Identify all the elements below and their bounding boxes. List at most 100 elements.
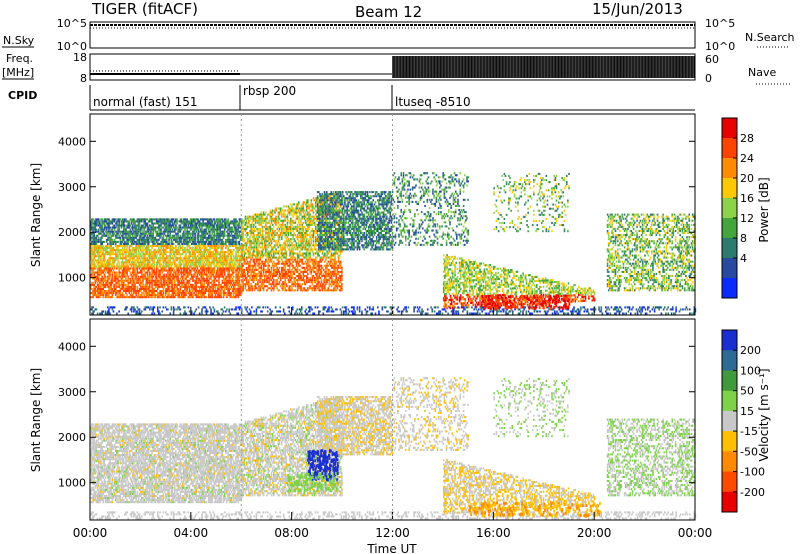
power-cell	[209, 251, 211, 254]
power-cell	[195, 222, 198, 225]
power-cell	[96, 287, 99, 290]
power-cell	[181, 236, 184, 239]
power-cell	[146, 238, 149, 241]
power-cell	[152, 253, 154, 256]
power-cell	[128, 251, 131, 254]
power-cell	[100, 292, 102, 295]
power-cell	[93, 292, 96, 295]
power-cell	[227, 251, 229, 254]
power-cell	[248, 252, 250, 255]
power-cell	[193, 287, 195, 290]
power-cell	[108, 226, 110, 229]
power-cell	[206, 273, 209, 276]
power-cell	[220, 238, 223, 241]
power-cell	[232, 249, 235, 252]
power-cell	[131, 218, 134, 221]
power-cell	[142, 218, 144, 221]
power-cell	[259, 277, 261, 280]
power-cell	[258, 266, 260, 269]
power-cell	[243, 219, 246, 222]
power-cell	[203, 267, 206, 270]
power-cell	[135, 265, 137, 268]
power-cell	[207, 294, 210, 297]
power-cell	[158, 244, 160, 248]
power-cell	[105, 220, 108, 223]
power-cell	[200, 234, 202, 237]
power-cell	[218, 253, 220, 256]
power-cell	[237, 271, 240, 274]
power-cell	[111, 273, 114, 276]
power-cell	[263, 252, 266, 255]
power-cell	[255, 234, 258, 237]
power-cell	[171, 263, 174, 266]
power-cell	[239, 255, 242, 258]
power-cell	[189, 283, 192, 286]
power-cell	[220, 257, 223, 260]
power-cell	[126, 226, 128, 229]
power-cell	[100, 238, 102, 241]
power-cell	[201, 269, 203, 272]
power-cell	[250, 244, 252, 247]
power-cell	[211, 238, 213, 241]
power-cell	[169, 247, 172, 250]
power-cell	[153, 273, 156, 276]
power-cell	[116, 273, 118, 276]
power-cell	[194, 226, 196, 229]
power-cell	[101, 220, 103, 223]
power-cell	[130, 222, 133, 225]
power-cell	[210, 220, 212, 223]
power-cell	[239, 269, 242, 272]
power-cell	[124, 296, 126, 299]
power-cell	[221, 230, 224, 233]
power-cell	[187, 275, 190, 278]
power-cell	[246, 274, 249, 278]
power-cell	[152, 218, 154, 221]
power-cell	[194, 222, 196, 225]
power-cell	[262, 287, 265, 290]
power-cell	[109, 259, 111, 262]
power-cell	[161, 257, 164, 260]
power-cell	[135, 253, 137, 256]
power-cell	[238, 292, 241, 295]
power-cell	[188, 238, 191, 241]
power-cell	[141, 285, 143, 288]
power-cell	[252, 274, 255, 278]
power-cell	[121, 263, 124, 266]
power-cell	[153, 218, 156, 221]
power-cell	[173, 279, 176, 282]
power-cell	[91, 218, 93, 221]
power-cell	[213, 234, 216, 237]
power-cell	[109, 249, 111, 252]
power-cell	[188, 255, 191, 258]
power-cell	[148, 294, 151, 297]
power-cell	[269, 260, 272, 263]
power-cell	[109, 240, 111, 243]
power-cell	[192, 240, 194, 243]
power-cell	[252, 250, 255, 253]
power-cell	[218, 218, 220, 221]
power-cell	[109, 253, 111, 256]
power-cell	[235, 289, 237, 293]
power-cell	[155, 232, 158, 235]
power-cell	[107, 296, 109, 299]
power-cell	[189, 218, 192, 221]
power-cell	[101, 263, 103, 266]
power-cell	[95, 247, 98, 250]
power-cell	[223, 234, 226, 237]
power-cell	[133, 218, 135, 221]
power-cell	[235, 271, 237, 274]
power-cell	[137, 265, 140, 268]
power-cell	[151, 273, 153, 276]
power-cell	[206, 279, 209, 282]
power-cell	[136, 242, 139, 245]
power-cell	[111, 279, 114, 282]
power-cell	[211, 232, 213, 235]
power-cell	[192, 261, 194, 264]
power-cell	[153, 222, 156, 225]
noise-tick-right-top: 10^5	[705, 17, 735, 30]
power-cell	[120, 261, 123, 264]
power-cell	[241, 227, 243, 230]
power-cell	[248, 270, 250, 273]
power-cell	[192, 287, 194, 290]
power-cell	[130, 261, 133, 264]
